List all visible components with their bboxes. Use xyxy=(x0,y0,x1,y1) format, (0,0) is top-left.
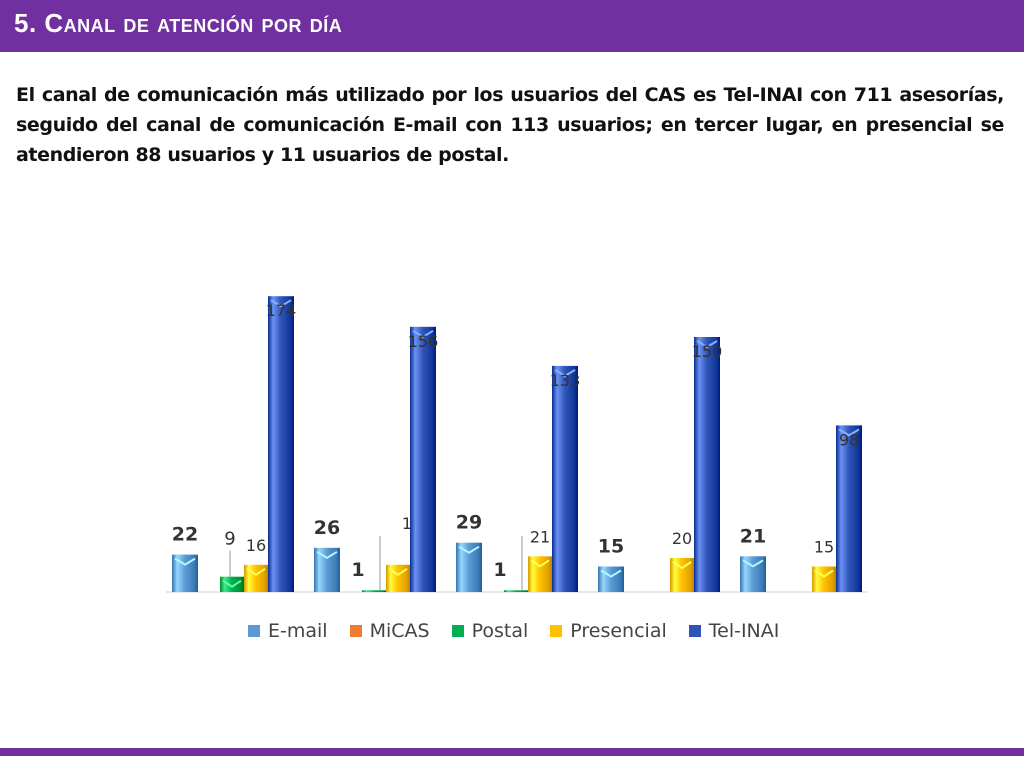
data-label-presencial-group-1: 16 xyxy=(246,536,266,555)
bar-email-group-3 xyxy=(456,542,482,592)
data-label-postal-group-2: 1 xyxy=(351,559,364,581)
data-label-telinai-group-3: 133 xyxy=(550,371,581,390)
legend-item-postal: Postal xyxy=(451,620,529,642)
bar-telinai-group-5 xyxy=(836,425,862,592)
title-bar: 5. Canal de atención por día xyxy=(0,0,1024,52)
bar-email-group-1 xyxy=(172,554,198,592)
legend-label-postal: Postal xyxy=(471,620,529,642)
bar-telinai-group-1 xyxy=(268,296,294,592)
chart-legend: E-mail MiCAS Postal Presencial Tel-INAI xyxy=(248,618,779,644)
bottom-bar xyxy=(0,748,1024,756)
legend-item-telinai: Tel-INAI xyxy=(688,620,780,642)
data-label-telinai-group-4: 150 xyxy=(692,342,723,361)
bar-telinai-group-4 xyxy=(694,337,720,592)
data-label-email-group-4: 15 xyxy=(598,536,624,558)
bar-presencial-group-5 xyxy=(812,566,836,592)
bar-presencial-group-3 xyxy=(528,556,552,592)
legend-item-email: E-mail xyxy=(248,620,328,642)
bar-telinai-group-3 xyxy=(552,365,578,592)
bar-postal-group-3 xyxy=(504,590,528,592)
data-label-postal-group-3: 1 xyxy=(493,559,506,581)
legend-swatch-telinai xyxy=(688,625,701,637)
bar-email-group-4 xyxy=(598,566,624,592)
data-label-telinai-group-2: 156 xyxy=(408,332,439,351)
data-label-telinai-group-1: 174 xyxy=(266,301,297,320)
bar-email-group-2 xyxy=(314,547,340,592)
data-label-presencial-group-4: 20 xyxy=(672,529,692,548)
legend-swatch-postal xyxy=(451,625,464,637)
legend-label-email: E-mail xyxy=(268,620,328,642)
data-label-postal-group-1: 9 xyxy=(224,529,235,550)
data-label-email-group-2: 26 xyxy=(314,517,340,539)
bar-presencial-group-2 xyxy=(386,564,410,592)
slide-title: 5. Canal de atención por día xyxy=(14,8,343,38)
data-label-email-group-3: 29 xyxy=(456,512,482,534)
slide-body-text: El canal de comunicación más utilizado p… xyxy=(16,84,1004,166)
data-label-telinai-group-5: 98 xyxy=(839,430,859,449)
legend-swatch-presencial xyxy=(550,625,563,637)
data-label-presencial-group-5: 15 xyxy=(814,538,834,557)
bar-postal-group-1 xyxy=(220,576,244,592)
legend-label-telinai: Tel-INAI xyxy=(708,620,780,642)
bar-telinai-group-2 xyxy=(410,326,436,592)
data-label-email-group-5: 21 xyxy=(740,525,766,547)
bar-email-group-5 xyxy=(740,556,766,592)
legend-label-micas: MiCAS xyxy=(369,620,430,642)
legend-item-micas: MiCAS xyxy=(349,620,430,642)
data-label-email-group-1: 22 xyxy=(172,524,198,546)
legend-swatch-email xyxy=(248,625,260,637)
bar-presencial-group-1 xyxy=(244,564,268,592)
legend-label-presencial: Presencial xyxy=(570,620,667,642)
bar-presencial-group-4 xyxy=(670,558,694,592)
legend-item-presencial: Presencial xyxy=(550,620,667,642)
data-label-presencial-group-3: 21 xyxy=(530,527,550,546)
bar-postal-group-2 xyxy=(362,590,386,592)
legend-swatch-micas xyxy=(349,625,362,637)
